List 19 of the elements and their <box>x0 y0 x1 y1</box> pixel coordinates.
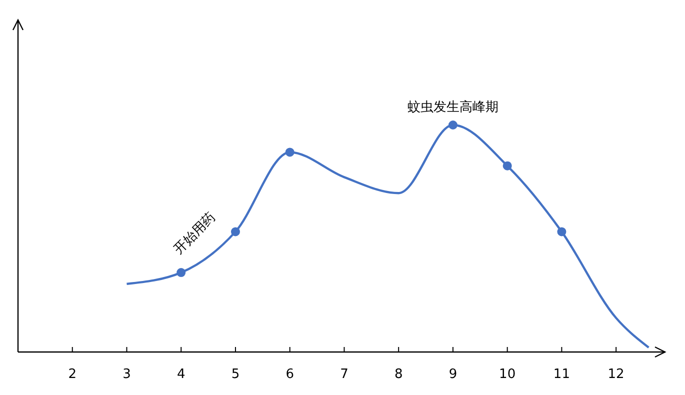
annotation: 蚊虫发生高峰期 <box>407 99 498 115</box>
x-tick-label: 12 <box>608 367 624 382</box>
x-tick-label: 8 <box>394 367 403 382</box>
point <box>448 120 458 130</box>
x-tick-label: 5 <box>231 367 240 382</box>
annotation: 开始用药 <box>171 210 219 258</box>
x-tick-label: 10 <box>499 367 516 382</box>
point <box>557 227 566 236</box>
point <box>502 161 512 170</box>
x-tick-label: 7 <box>340 367 348 382</box>
x-tick-label: 9 <box>448 367 458 382</box>
x-tick-label: 4 <box>176 367 186 382</box>
x-tick-label: 2 <box>68 367 77 382</box>
x-tick-label: 3 <box>122 367 131 382</box>
point <box>285 148 294 157</box>
x-tick-label: 11 <box>553 367 570 382</box>
point <box>230 227 240 236</box>
point <box>176 268 186 278</box>
x-tick-label: 6 <box>286 367 294 382</box>
